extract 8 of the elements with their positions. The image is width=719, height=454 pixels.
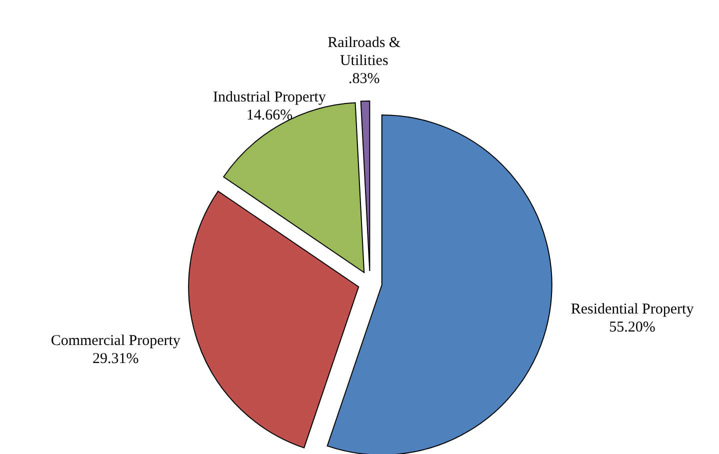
- slice-label: Industrial Property: [212, 89, 326, 106]
- slice-label: Railroads & Utilities: [328, 35, 401, 70]
- data-label: 55.20%: [609, 319, 656, 336]
- data-label: 29.31%: [92, 351, 139, 368]
- slice-label: Commercial Property: [50, 333, 181, 350]
- data-label: 14.66%: [246, 107, 293, 124]
- data-label: .83%: [348, 71, 380, 88]
- slice-label: Residential Property: [570, 301, 694, 318]
